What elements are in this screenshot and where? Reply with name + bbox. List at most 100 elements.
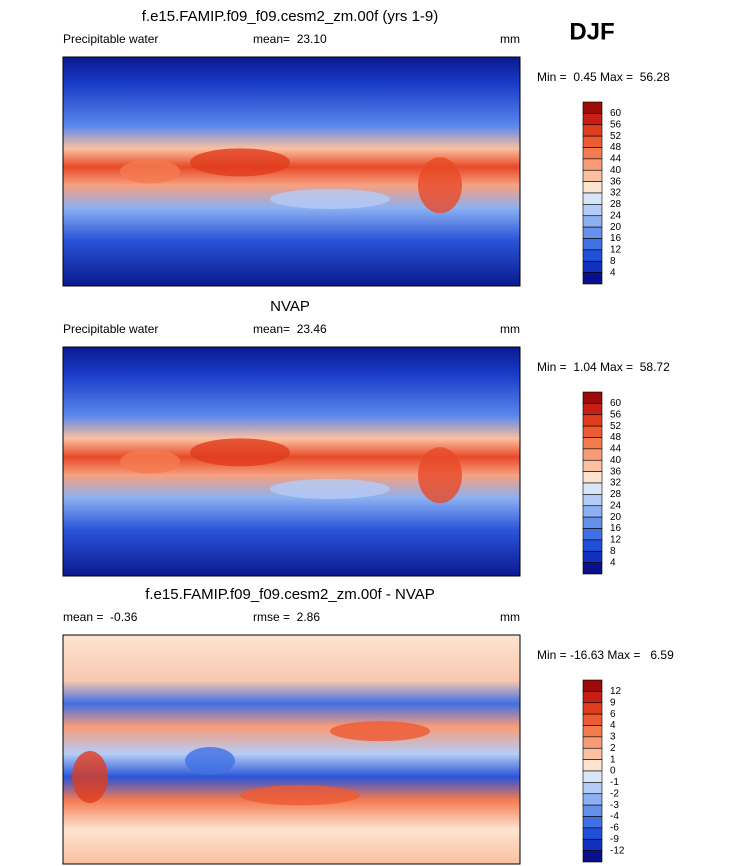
center-label: mean= 23.46: [253, 322, 327, 336]
colorbar-label: 12: [610, 686, 622, 697]
panel-title: f.e15.FAMIP.f09_f09.cesm2_zm.00f (yrs 1-…: [142, 8, 439, 25]
map-region: [190, 438, 290, 467]
panel-title: NVAP: [270, 298, 310, 315]
colorbar-box: [582, 562, 603, 575]
colorbar-box: [582, 260, 603, 273]
colorbar-label: 24: [610, 500, 622, 511]
map-region: [120, 449, 180, 474]
colorbar-box: [582, 249, 603, 262]
colorbar-label: 40: [610, 455, 622, 466]
colorbar-label: 4: [610, 720, 616, 731]
map-region: [330, 721, 430, 742]
colorbar-label: 3: [610, 732, 616, 743]
colorbar-label: 56: [610, 119, 622, 130]
colorbar-label: -3: [610, 800, 619, 811]
left-label: Precipitable water: [63, 322, 158, 336]
colorbar-box: [582, 147, 603, 160]
colorbar-box: [582, 505, 603, 518]
colorbar-box: [582, 702, 603, 715]
colorbar-label: 56: [610, 409, 622, 420]
colorbar-label: 48: [610, 142, 622, 153]
colorbar-box: [582, 158, 603, 171]
colorbar-label: 20: [610, 222, 622, 233]
map-region: [270, 188, 390, 209]
colorbar-label: 60: [610, 398, 622, 409]
colorbar-box: [582, 850, 603, 863]
colorbar-box: [582, 471, 603, 484]
colorbar-label: 9: [610, 697, 616, 708]
colorbar-box: [582, 448, 603, 461]
colorbar-label: 60: [610, 108, 622, 119]
colorbar-box: [582, 272, 603, 285]
colorbar-label: 4: [610, 557, 616, 568]
map-region: [240, 785, 360, 806]
min-max-label: Min = 1.04 Max = 58.72: [537, 360, 670, 374]
colorbar-box: [582, 793, 603, 806]
colorbar-box: [582, 482, 603, 495]
colorbar-label: 44: [610, 154, 622, 165]
colorbar-label: 28: [610, 199, 622, 210]
colorbar-label: 44: [610, 444, 622, 455]
colorbar-box: [582, 169, 603, 182]
colorbar-label: 28: [610, 489, 622, 500]
colorbar-box: [582, 204, 603, 217]
colorbar-box: [582, 403, 603, 416]
colorbar-label: 6: [610, 709, 616, 720]
colorbar-label: 40: [610, 165, 622, 176]
colorbar-label: 1: [610, 754, 616, 765]
left-label: Precipitable water: [63, 32, 158, 46]
map-region: [418, 157, 462, 214]
colorbar-label: -6: [610, 823, 619, 834]
colorbar-box: [582, 713, 603, 726]
colorbar-box: [582, 528, 603, 541]
colorbar-label: 52: [610, 421, 622, 432]
units-label: mm: [500, 610, 520, 624]
colorbar-box: [582, 725, 603, 738]
colorbar-box: [582, 550, 603, 563]
colorbar-label: 20: [610, 512, 622, 523]
colorbar-box: [582, 437, 603, 450]
colorbar-label: 0: [610, 766, 616, 777]
colorbar-box: [582, 494, 603, 507]
colorbar-label: 32: [610, 478, 622, 489]
colorbar-box: [582, 135, 603, 148]
colorbar-box: [582, 736, 603, 749]
min-max-label: Min = -16.63 Max = 6.59: [537, 648, 674, 662]
panel-title: f.e15.FAMIP.f09_f09.cesm2_zm.00f - NVAP: [145, 586, 435, 603]
colorbar-box: [582, 113, 603, 126]
center-label: rmse = 2.86: [253, 610, 320, 624]
min-max-label: Min = 0.45 Max = 56.28: [537, 70, 670, 84]
colorbar-box: [582, 215, 603, 228]
colorbar-label: 2: [610, 743, 616, 754]
colorbar-label: 8: [610, 256, 616, 267]
colorbar-label: 16: [610, 523, 622, 534]
colorbar-box: [582, 804, 603, 817]
colorbar-label: -9: [610, 834, 619, 845]
colorbar-box: [582, 679, 603, 692]
colorbar-box: [582, 747, 603, 760]
colorbar-label: 12: [610, 535, 622, 546]
colorbar-label: -12: [610, 845, 625, 856]
colorbar-label: -1: [610, 777, 619, 788]
season-label: DJF: [569, 18, 614, 45]
colorbar-box: [582, 539, 603, 552]
colorbar-label: -4: [610, 811, 619, 822]
colorbar-label: 36: [610, 176, 622, 187]
colorbar-box: [582, 691, 603, 704]
map-field: [63, 635, 520, 864]
colorbar-box: [582, 838, 603, 851]
units-label: mm: [500, 32, 520, 46]
map-frame: [62, 634, 521, 865]
colorbar-label: 8: [610, 546, 616, 557]
colorbar-label: 24: [610, 210, 622, 221]
map-region: [185, 746, 235, 775]
colorbar-label: 4: [610, 267, 616, 278]
colorbar-box: [582, 516, 603, 529]
map-region: [270, 478, 390, 499]
colorbar-box: [582, 816, 603, 829]
colorbar-label: 16: [610, 233, 622, 244]
colorbar-box: [582, 827, 603, 840]
colorbar-box: [582, 238, 603, 251]
center-label: mean= 23.10: [253, 32, 327, 46]
